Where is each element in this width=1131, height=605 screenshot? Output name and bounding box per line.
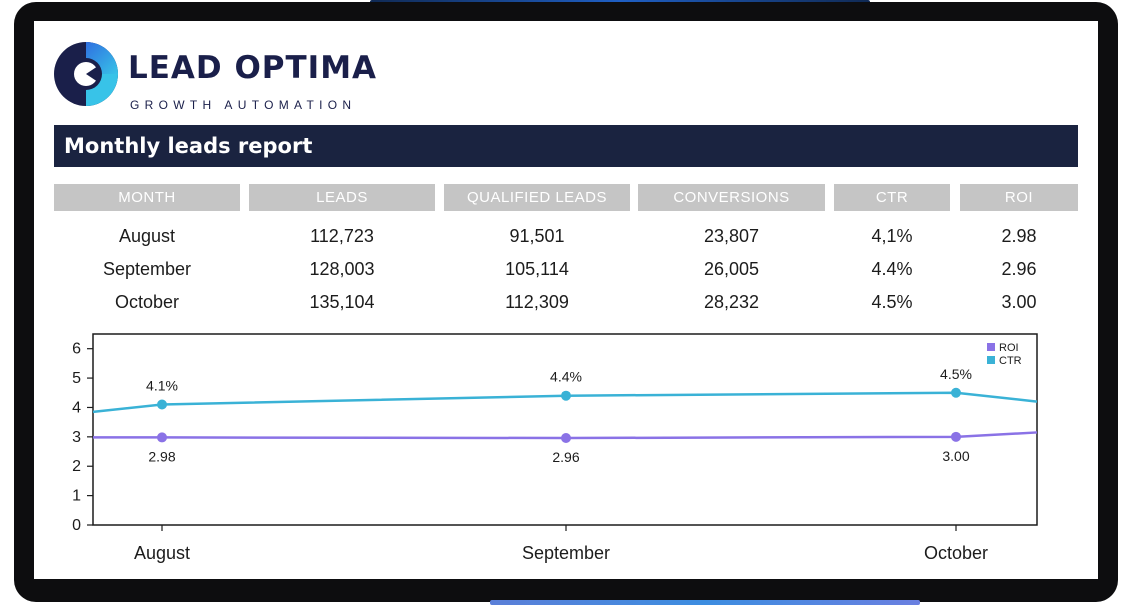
plot-frame	[92, 333, 1038, 526]
y-tick-label: 1	[72, 488, 81, 505]
table-cell-qualified-leads: 112,309	[505, 292, 569, 312]
table-cell-ctr: 4.4%	[871, 259, 913, 279]
data-point-roi	[157, 432, 167, 443]
table-cell-conversions: 28,232	[703, 292, 760, 312]
table-cell-roi: 2.96	[1001, 259, 1037, 279]
data-point-roi	[951, 431, 961, 442]
report-title-bar: Monthly leads report	[54, 125, 1078, 167]
chart-svg: 0 1 2 3 4 5 6 August September October 2.98 2.96 3.0…	[72, 333, 1038, 563]
data-point-ctr	[561, 390, 571, 401]
table-cell-ctr: 4.5%	[871, 292, 913, 312]
legend-swatch-ctr	[987, 356, 995, 364]
table-cell-conversions: 26,005	[703, 259, 760, 279]
data-label-ctr: 4.1%	[146, 378, 178, 394]
x-tick-label: August	[134, 543, 190, 563]
y-tick-label: 5	[72, 370, 81, 387]
table-cell-roi: 3.00	[1001, 292, 1037, 312]
x-tick-label: September	[522, 543, 610, 563]
table-cell-month: October	[114, 292, 180, 312]
roi-ctr-line-chart: 0 1 2 3 4 5 6 August September October 2.98 2.96 3.0…	[34, 321, 1098, 579]
column-header-month: MONTH	[54, 184, 240, 211]
column-header-qualified-leads: QUALIFIED LEADS	[444, 184, 630, 211]
page-title: Monthly leads report	[64, 134, 313, 158]
brand-logo: LEAD OPTIMA GROWTH AUTOMATION	[52, 39, 452, 112]
legend-swatch-roi	[987, 343, 995, 351]
data-point-ctr	[951, 387, 961, 398]
table-cell-leads: 135,104	[309, 292, 375, 312]
data-point-ctr	[157, 399, 167, 410]
data-point-roi	[561, 433, 571, 444]
table-cell-month: August	[118, 226, 176, 246]
column-header-ctr: CTR	[834, 184, 950, 211]
y-tick-label: 2	[72, 458, 81, 475]
table-cell-conversions: 23,807	[703, 226, 760, 246]
y-tick-label: 3	[72, 429, 81, 446]
legend-label-ctr: CTR	[999, 355, 1022, 367]
column-header-conversions: CONVERSIONS	[638, 184, 825, 211]
report-screen: LEAD OPTIMA GROWTH AUTOMATION Monthly le…	[34, 21, 1098, 579]
y-tick-label: 0	[72, 517, 81, 534]
table-cell-month: September	[102, 259, 192, 279]
brand-name: LEAD OPTIMA	[128, 50, 378, 86]
monitor-bottom-glow	[490, 600, 920, 605]
x-tick-label: October	[924, 543, 988, 563]
data-label-roi: 2.98	[148, 448, 175, 464]
data-label-roi: 2.96	[552, 449, 579, 465]
legend-label-roi: ROI	[999, 342, 1019, 354]
data-label-ctr: 4.4%	[550, 369, 582, 385]
table-cell-ctr: 4,1%	[871, 226, 913, 246]
column-header-leads: LEADS	[249, 184, 435, 211]
table-cell-leads: 128,003	[309, 259, 375, 279]
column-header-roi: ROI	[960, 184, 1078, 211]
table-cell-roi: 2.98	[1001, 226, 1037, 246]
y-tick-label: 4	[72, 399, 81, 416]
table-cell-qualified-leads: 105,114	[505, 259, 569, 279]
data-label-ctr: 4.5%	[940, 366, 972, 382]
table-cell-qualified-leads: 91,501	[509, 226, 565, 246]
data-label-roi: 3.00	[942, 448, 969, 464]
y-tick-label: 6	[72, 341, 81, 358]
table-cell-leads: 112,723	[310, 226, 374, 246]
logo-mark-icon	[54, 42, 118, 106]
brand-tagline: GROWTH AUTOMATION	[130, 98, 357, 112]
